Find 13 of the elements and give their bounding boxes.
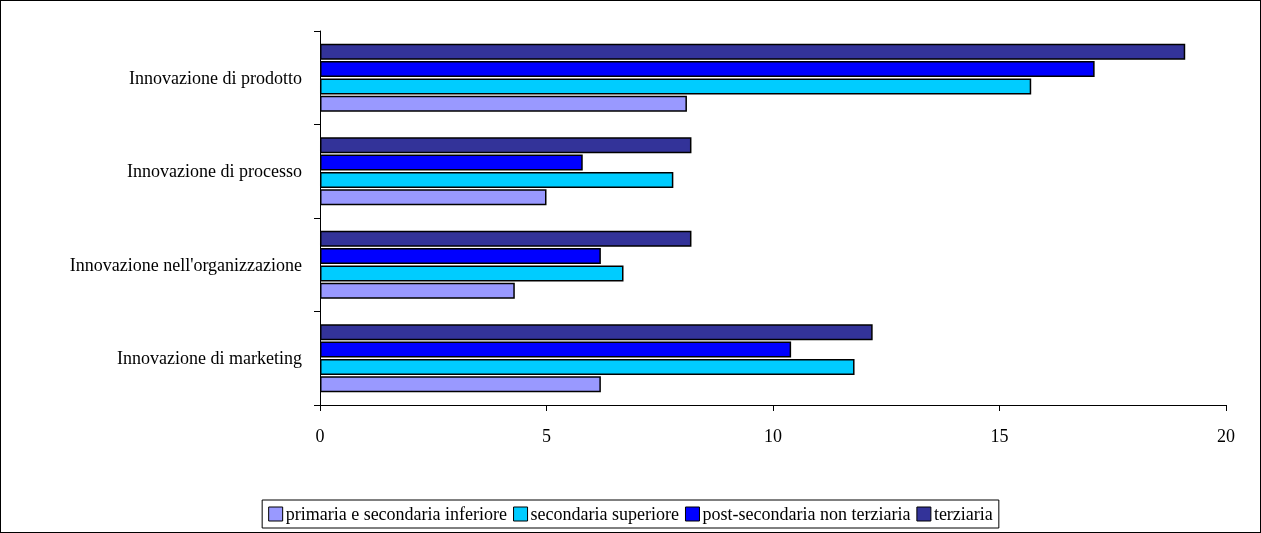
y-tick-label: Innovazione nell'organizzazione [69,254,302,275]
x-tick-label: 5 [542,426,551,446]
legend-label: primaria e secondaria inferiore [285,504,508,524]
y-tick-label: Innovazione di marketing [117,348,302,369]
legend-label: terziaria [933,504,993,524]
x-tick-label: 15 [990,426,1009,446]
y-tick-label: Innovazione di processo [127,161,302,182]
x-tick-label: 0 [315,426,325,446]
legend-label: post-secondaria non terziaria [702,504,911,524]
legend-label: secondaria superiore [530,504,679,524]
x-tick-label: 20 [1217,426,1235,446]
x-tick-label: 10 [764,426,782,446]
y-tick-label: Innovazione di prodotto [129,67,302,88]
